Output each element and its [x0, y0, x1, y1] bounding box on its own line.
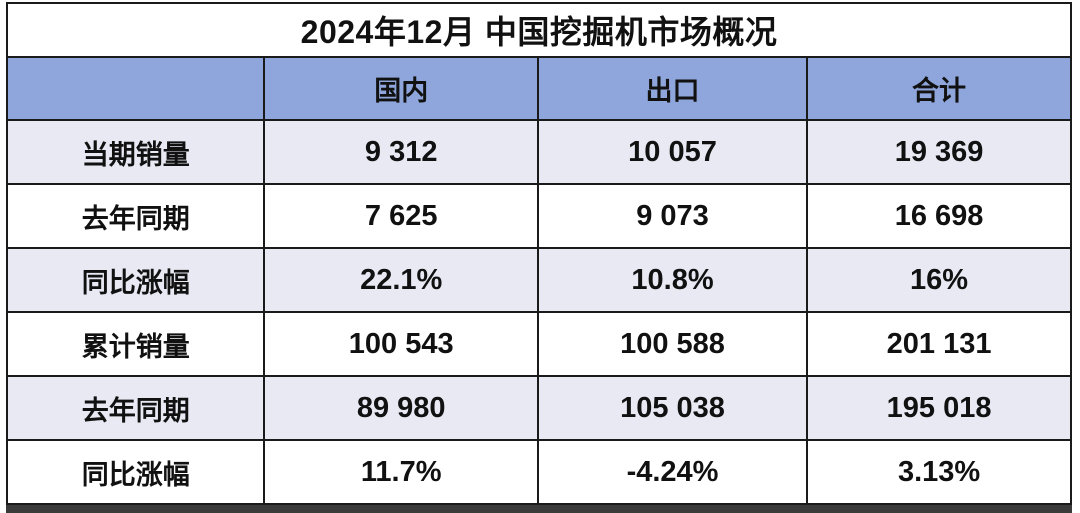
cell-value: 10 057: [536, 119, 809, 185]
table-header-row: 国内 出口 合计: [5, 56, 1072, 121]
excavator-market-table: 2024年12月 中国挖掘机市场概况 国内 出口 合计 当期销量 9 312 1…: [5, 2, 1072, 505]
market-overview-table: 2024年12月 中国挖掘机市场概况 国内 出口 合计 当期销量 9 312 1…: [5, 2, 1072, 505]
cell-value: 16 698: [806, 183, 1072, 249]
row-label: 去年同期: [5, 183, 266, 249]
column-header-export: 出口: [536, 56, 809, 121]
cell-value: -4.24%: [536, 439, 809, 505]
column-header-domestic: 国内: [263, 56, 539, 121]
table-row-yoy-change-cumulative: 同比涨幅 11.7% -4.24% 3.13%: [5, 439, 1072, 505]
cell-value: 89 980: [263, 375, 539, 441]
column-header-empty: [5, 56, 266, 121]
row-label: 当期销量: [5, 119, 266, 185]
cell-value: 10.8%: [536, 247, 809, 313]
cell-value: 100 588: [536, 311, 809, 377]
cell-value: 9 312: [263, 119, 539, 185]
cell-value: 195 018: [806, 375, 1072, 441]
cell-value: 11.7%: [263, 439, 539, 505]
table-row-cumulative-sales: 累计销量 100 543 100 588 201 131: [5, 311, 1072, 377]
table-title: 2024年12月 中国挖掘机市场概况: [6, 2, 1072, 58]
cell-value: 100 543: [263, 311, 539, 377]
row-label: 累计销量: [5, 311, 266, 377]
cell-value: 201 131: [806, 311, 1072, 377]
table-row-yoy-change: 同比涨幅 22.1% 10.8% 16%: [5, 247, 1072, 313]
table-row-last-year-same-period: 去年同期 7 625 9 073 16 698: [5, 183, 1072, 249]
column-header-total: 合计: [806, 56, 1072, 121]
cell-value: 9 073: [536, 183, 809, 249]
row-label: 去年同期: [5, 375, 266, 441]
cell-value: 3.13%: [806, 439, 1072, 505]
table-row-current-sales: 当期销量 9 312 10 057 19 369: [5, 119, 1072, 185]
cell-value: 22.1%: [263, 247, 539, 313]
table-row-last-year-same-period-cumulative: 去年同期 89 980 105 038 195 018: [5, 375, 1072, 441]
row-label: 同比涨幅: [5, 439, 266, 505]
cell-value: 16%: [806, 247, 1072, 313]
row-label: 同比涨幅: [5, 247, 266, 313]
cell-value: 105 038: [536, 375, 809, 441]
cell-value: 19 369: [806, 119, 1072, 185]
cell-value: 7 625: [263, 183, 539, 249]
table-title-row: 2024年12月 中国挖掘机市场概况: [6, 2, 1072, 58]
